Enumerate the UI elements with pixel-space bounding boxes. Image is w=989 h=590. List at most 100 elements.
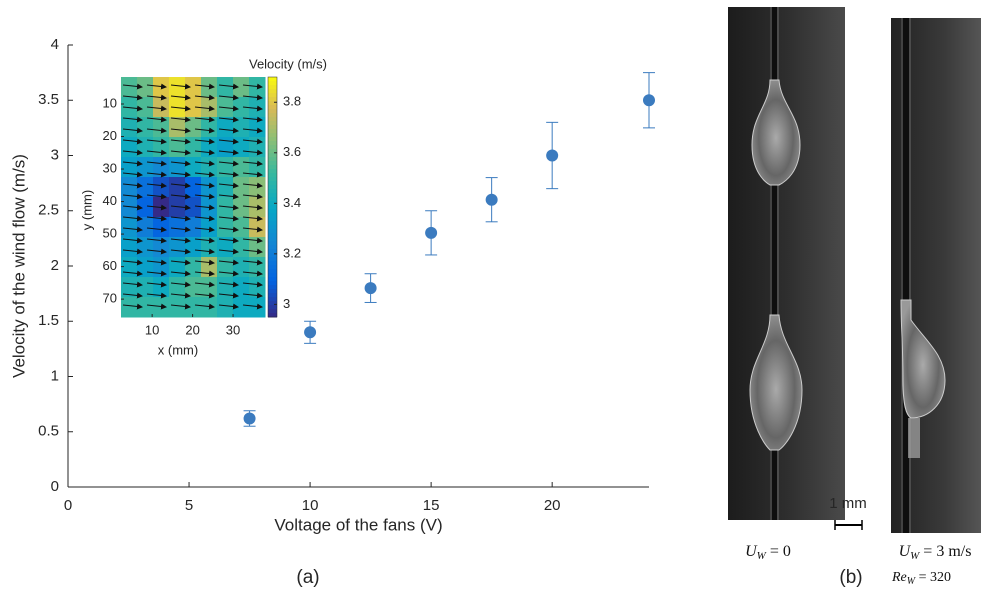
heat-cell	[217, 177, 234, 198]
y-tick-label: 30	[103, 160, 117, 175]
colorbar-step	[268, 301, 277, 306]
heat-cell	[217, 297, 234, 318]
y-tick-label: 10	[103, 95, 117, 110]
x-tick-label: 0	[64, 497, 72, 514]
flow-arrow	[218, 160, 239, 167]
heat-cell	[121, 277, 138, 298]
heat-cell	[249, 137, 266, 158]
flow-arrow	[170, 270, 191, 277]
heat-cell	[137, 237, 154, 258]
flow-arrow	[194, 204, 215, 211]
photo-right	[891, 18, 981, 533]
flow-arrow	[218, 193, 239, 200]
flow-arrow	[194, 138, 215, 145]
flow-arrow	[170, 237, 191, 244]
flow-arrow	[146, 237, 167, 244]
heat-cell	[249, 97, 266, 118]
colorbar-step	[268, 113, 277, 118]
heat-cell	[233, 197, 250, 218]
panel-label: (a)	[296, 567, 319, 588]
point	[643, 94, 655, 107]
flow-arrow	[218, 149, 239, 156]
flow-arrow	[194, 215, 215, 222]
heat-cell	[169, 277, 186, 298]
colorbar-step	[268, 157, 277, 162]
y-tick-label: 2	[51, 257, 59, 274]
heat-cell	[169, 177, 186, 198]
heat-cell	[233, 217, 250, 238]
colorbar-step	[268, 129, 277, 134]
y-axis-label: y (mm)	[79, 190, 94, 230]
flow-arrow	[122, 303, 143, 310]
heat-cell	[185, 77, 202, 98]
colorbar-step	[268, 173, 277, 178]
flow-arrow	[242, 138, 263, 145]
flow-arrow	[242, 83, 263, 90]
flow-arrow	[218, 171, 239, 178]
heat-cell	[169, 257, 186, 278]
heat-cell	[185, 197, 202, 218]
point	[485, 193, 498, 206]
colorbar-step	[268, 269, 277, 274]
flow-arrow	[242, 149, 263, 156]
flow-arrow	[170, 259, 191, 266]
y-tick-label: 0	[51, 478, 59, 495]
point	[546, 149, 559, 162]
flow-arrow	[122, 248, 143, 255]
heat-cell	[249, 257, 266, 278]
flow-arrow	[218, 281, 239, 288]
y-axis-label: Velocity of the wind flow (m/s)	[9, 154, 28, 378]
flow-arrow	[194, 303, 215, 310]
flow-arrow	[122, 171, 143, 178]
flow-arrow	[170, 94, 191, 101]
flow-arrow	[170, 182, 191, 189]
heat-cell	[153, 77, 170, 98]
colorbar-tick-label: 3.4	[283, 195, 301, 210]
flow-arrow	[194, 116, 215, 123]
colorbar-step	[268, 85, 277, 90]
heat-cell	[153, 117, 170, 138]
heat-cell	[217, 277, 234, 298]
flow-arrow	[170, 248, 191, 255]
x-tick-label: 20	[185, 322, 199, 337]
colorbar-step	[268, 89, 277, 94]
heat-cell	[233, 297, 250, 318]
heat-cell	[217, 257, 234, 278]
flow-arrow	[146, 292, 167, 299]
flow-arrow	[242, 215, 263, 222]
y-tick-label: 1	[51, 367, 59, 384]
heat-cell	[153, 97, 170, 118]
flow-arrow	[170, 303, 191, 310]
flow-arrow	[194, 127, 215, 134]
heat-cell	[153, 257, 170, 278]
x-tick-label: 30	[226, 322, 240, 337]
flow-arrow	[242, 105, 263, 112]
heat-cell	[249, 217, 266, 238]
flow-arrow	[242, 193, 263, 200]
colorbar-step	[268, 101, 277, 106]
flow-arrow	[170, 215, 191, 222]
colorbar-step	[268, 169, 277, 174]
heat-cell	[169, 77, 186, 98]
y-tick-label: 0.5	[38, 423, 59, 440]
flow-arrow	[170, 149, 191, 156]
colorbar-step	[268, 93, 277, 98]
heat-cell	[249, 117, 266, 138]
flow-arrow	[146, 259, 167, 266]
colorbar-step	[268, 309, 277, 314]
heat-cell	[249, 177, 266, 198]
heat-cell	[185, 217, 202, 238]
flow-arrow	[242, 259, 263, 266]
colorbar-step	[268, 185, 277, 190]
colorbar-step	[268, 117, 277, 122]
flow-arrow	[218, 270, 239, 277]
heat-cell	[121, 117, 138, 138]
flow-arrow	[122, 105, 143, 112]
flow-arrow	[242, 248, 263, 255]
panel-label: (b)	[839, 567, 862, 588]
colorbar-step	[268, 145, 277, 150]
colorbar-step	[268, 233, 277, 238]
heat-cell	[185, 257, 202, 278]
colorbar-step	[268, 277, 277, 282]
